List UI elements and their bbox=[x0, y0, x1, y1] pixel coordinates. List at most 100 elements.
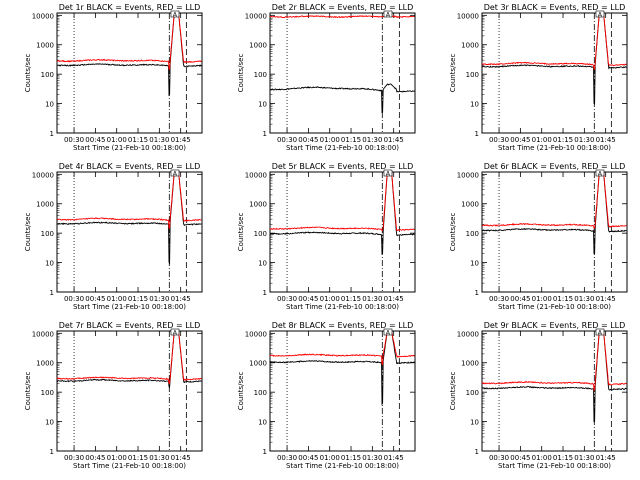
y-tick-label: 10000 bbox=[32, 12, 54, 20]
y-tick-label: 10000 bbox=[245, 12, 267, 20]
plot-frame bbox=[56, 330, 203, 452]
panel-title: Det 2r BLACK = Events, RED = LLD bbox=[272, 3, 414, 12]
x-axis-label: Start Time (21-Feb-10 00:18:00) bbox=[73, 303, 186, 311]
x-tick-label: 00:30 bbox=[277, 295, 297, 303]
series-line-lld bbox=[56, 330, 202, 385]
x-tick-label: 01:45 bbox=[596, 295, 616, 303]
panel-title: Det 7r BLACK = Events, RED = LLD bbox=[59, 321, 201, 330]
x-tick-label: 01:45 bbox=[171, 136, 191, 144]
x-tick-label: 01:15 bbox=[341, 136, 361, 144]
peak-marker-label: A bbox=[173, 12, 178, 19]
series-line-lld bbox=[481, 170, 627, 230]
y-tick-label: 10 bbox=[258, 260, 267, 268]
y-tick-label: 10 bbox=[470, 260, 479, 268]
x-tick-label: 00:30 bbox=[277, 136, 297, 144]
y-tick-label: 1 bbox=[50, 448, 54, 456]
y-tick-label: 10 bbox=[45, 260, 54, 268]
x-tick-label: 00:45 bbox=[510, 295, 530, 303]
x-tick-label: 01:30 bbox=[362, 295, 382, 303]
plot-frame bbox=[481, 330, 628, 452]
x-tick-label: 00:45 bbox=[298, 295, 318, 303]
series-line-lld bbox=[56, 170, 202, 230]
y-tick-label: 10000 bbox=[245, 330, 267, 338]
x-tick-label: 00:45 bbox=[510, 136, 530, 144]
plot-frame bbox=[481, 12, 628, 134]
y-tick-label: 1 bbox=[263, 448, 267, 456]
peak-marker-box bbox=[595, 169, 605, 177]
peak-marker-label: A bbox=[173, 171, 178, 178]
y-axis-label: Counts/sec bbox=[237, 54, 245, 93]
panel-det-6: Det 6r BLACK = Events, RED = LLD 1 10 100 10… bbox=[449, 162, 628, 311]
y-tick-label: 100 bbox=[254, 389, 267, 397]
x-tick-label: 00:30 bbox=[277, 454, 297, 462]
x-tick-label: 00:45 bbox=[85, 454, 105, 462]
x-tick-label: 01:15 bbox=[553, 454, 573, 462]
panel-title: Det 5r BLACK = Events, RED = LLD bbox=[272, 162, 414, 171]
panel-det-8: Det 8r BLACK = Events, RED = LLD 1 10 100 10… bbox=[237, 321, 416, 470]
series-line-lld bbox=[481, 330, 627, 392]
y-tick-label: 1 bbox=[475, 448, 479, 456]
x-tick-label: 01:30 bbox=[149, 295, 169, 303]
x-tick-label: 01:45 bbox=[596, 136, 616, 144]
x-axis-label: Start Time (21-Feb-10 00:18:00) bbox=[286, 303, 399, 311]
y-tick-label: 1000 bbox=[461, 201, 479, 209]
series-line-lld bbox=[269, 170, 415, 232]
y-tick-label: 1000 bbox=[36, 201, 54, 209]
y-tick-label: 1 bbox=[263, 130, 267, 138]
series-line-lld bbox=[269, 329, 415, 366]
x-axis-label: Start Time (21-Feb-10 00:18:00) bbox=[498, 462, 611, 470]
x-tick-label: 00:45 bbox=[85, 136, 105, 144]
y-axis-label: Counts/sec bbox=[24, 372, 32, 411]
plot-frame bbox=[269, 171, 416, 293]
x-tick-label: 01:30 bbox=[574, 295, 594, 303]
x-tick-label: 00:30 bbox=[489, 454, 509, 462]
y-tick-label: 1000 bbox=[36, 360, 54, 368]
panel-det-5: Det 5r BLACK = Events, RED = LLD 1 10 100 10… bbox=[237, 162, 416, 311]
y-axis-label: Counts/sec bbox=[237, 213, 245, 252]
y-tick-label: 100 bbox=[466, 389, 479, 397]
series-line-lld bbox=[481, 12, 627, 70]
peak-marker-box bbox=[595, 10, 605, 18]
plot-frame bbox=[56, 171, 203, 293]
series-line-events bbox=[270, 83, 415, 114]
peak-marker-label: A bbox=[386, 12, 391, 19]
x-tick-label: 00:30 bbox=[64, 454, 84, 462]
x-tick-label: 01:30 bbox=[362, 136, 382, 144]
y-tick-label: 10 bbox=[45, 101, 54, 109]
y-tick-label: 100 bbox=[254, 230, 267, 238]
y-tick-label: 10000 bbox=[457, 171, 479, 179]
panel-det-9: Det 9r BLACK = Events, RED = LLD 1 10 100 10… bbox=[449, 321, 628, 470]
x-tick-label: 01:30 bbox=[574, 136, 594, 144]
x-tick-label: 01:15 bbox=[341, 295, 361, 303]
panel-det-2: Det 2r BLACK = Events, RED = LLD 1 10 100 10… bbox=[237, 3, 416, 152]
x-tick-label: 01:15 bbox=[128, 136, 148, 144]
x-axis-label: Start Time (21-Feb-10 00:18:00) bbox=[286, 462, 399, 470]
y-tick-label: 1000 bbox=[249, 360, 267, 368]
plot-frame bbox=[56, 12, 203, 134]
y-tick-label: 100 bbox=[466, 71, 479, 79]
x-tick-label: 01:00 bbox=[532, 295, 552, 303]
peak-marker-box bbox=[170, 169, 180, 177]
x-tick-label: 01:30 bbox=[362, 454, 382, 462]
x-axis-label: Start Time (21-Feb-10 00:18:00) bbox=[73, 462, 186, 470]
x-tick-label: 01:45 bbox=[384, 136, 404, 144]
y-tick-label: 1000 bbox=[249, 42, 267, 50]
panel-det-4: Det 4r BLACK = Events, RED = LLD 1 10 100 10… bbox=[24, 162, 203, 311]
panel-det-3: Det 3r BLACK = Events, RED = LLD 1 10 100 10… bbox=[449, 3, 628, 152]
y-tick-label: 1 bbox=[475, 130, 479, 138]
plot-frame bbox=[481, 171, 628, 293]
x-tick-label: 01:15 bbox=[553, 136, 573, 144]
x-axis-label: Start Time (21-Feb-10 00:18:00) bbox=[498, 144, 611, 152]
y-tick-label: 100 bbox=[41, 71, 54, 79]
y-axis-label: Counts/sec bbox=[449, 372, 457, 411]
x-tick-label: 00:45 bbox=[298, 136, 318, 144]
y-tick-label: 1000 bbox=[461, 42, 479, 50]
x-tick-label: 01:45 bbox=[384, 454, 404, 462]
peak-marker-box bbox=[383, 328, 393, 336]
y-tick-label: 10000 bbox=[32, 171, 54, 179]
panel-title: Det 4r BLACK = Events, RED = LLD bbox=[59, 162, 201, 171]
x-tick-label: 01:00 bbox=[320, 136, 340, 144]
panel-title: Det 3r BLACK = Events, RED = LLD bbox=[484, 3, 626, 12]
y-tick-label: 10 bbox=[470, 419, 479, 427]
peak-marker-label: A bbox=[598, 12, 603, 19]
